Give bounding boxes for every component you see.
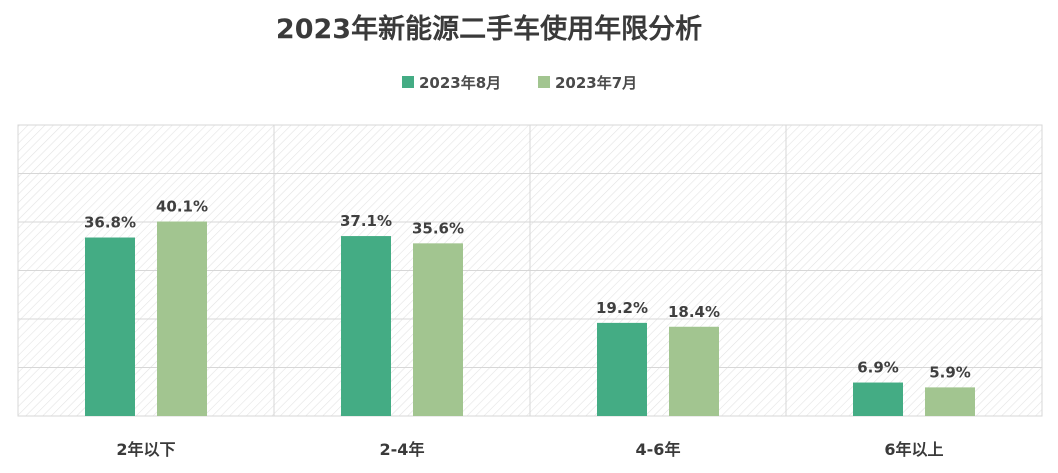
bar-aug-0	[85, 237, 135, 416]
data-label: 36.8%	[84, 214, 136, 232]
legend: 2023年8月 2023年7月	[402, 74, 637, 92]
category-label: 2年以下	[116, 440, 175, 459]
bar-jul-2	[669, 326, 719, 416]
data-labels: 36.8% 40.1% 37.1% 35.6% 19.2% 18.4% 6.9% 5.9%	[84, 198, 971, 382]
bar-aug-1	[341, 236, 391, 416]
bar-aug-3	[853, 382, 903, 416]
category-label: 2-4年	[380, 440, 425, 459]
data-label: 5.9%	[929, 363, 971, 381]
bars	[85, 221, 975, 416]
category-label: 4-6年	[636, 440, 681, 459]
chart-title: 2023年新能源二手车使用年限分析	[276, 13, 702, 45]
legend-label-aug: 2023年8月	[419, 74, 501, 92]
bar-aug-2	[597, 322, 647, 416]
data-label: 18.4%	[668, 303, 720, 321]
data-label: 35.6%	[412, 219, 464, 237]
category-labels: 2年以下 2-4年 4-6年 6年以上	[116, 440, 943, 459]
bar-jul-1	[413, 243, 463, 416]
bar-jul-3	[925, 387, 975, 416]
legend-swatch-aug	[402, 76, 414, 88]
legend-swatch-jul	[538, 76, 550, 88]
data-label: 37.1%	[340, 212, 392, 230]
data-label: 40.1%	[156, 198, 208, 216]
data-label: 19.2%	[596, 299, 648, 317]
data-label: 6.9%	[857, 359, 899, 377]
legend-label-jul: 2023年7月	[555, 74, 637, 92]
category-label: 6年以上	[884, 440, 943, 459]
bar-jul-0	[157, 221, 207, 416]
